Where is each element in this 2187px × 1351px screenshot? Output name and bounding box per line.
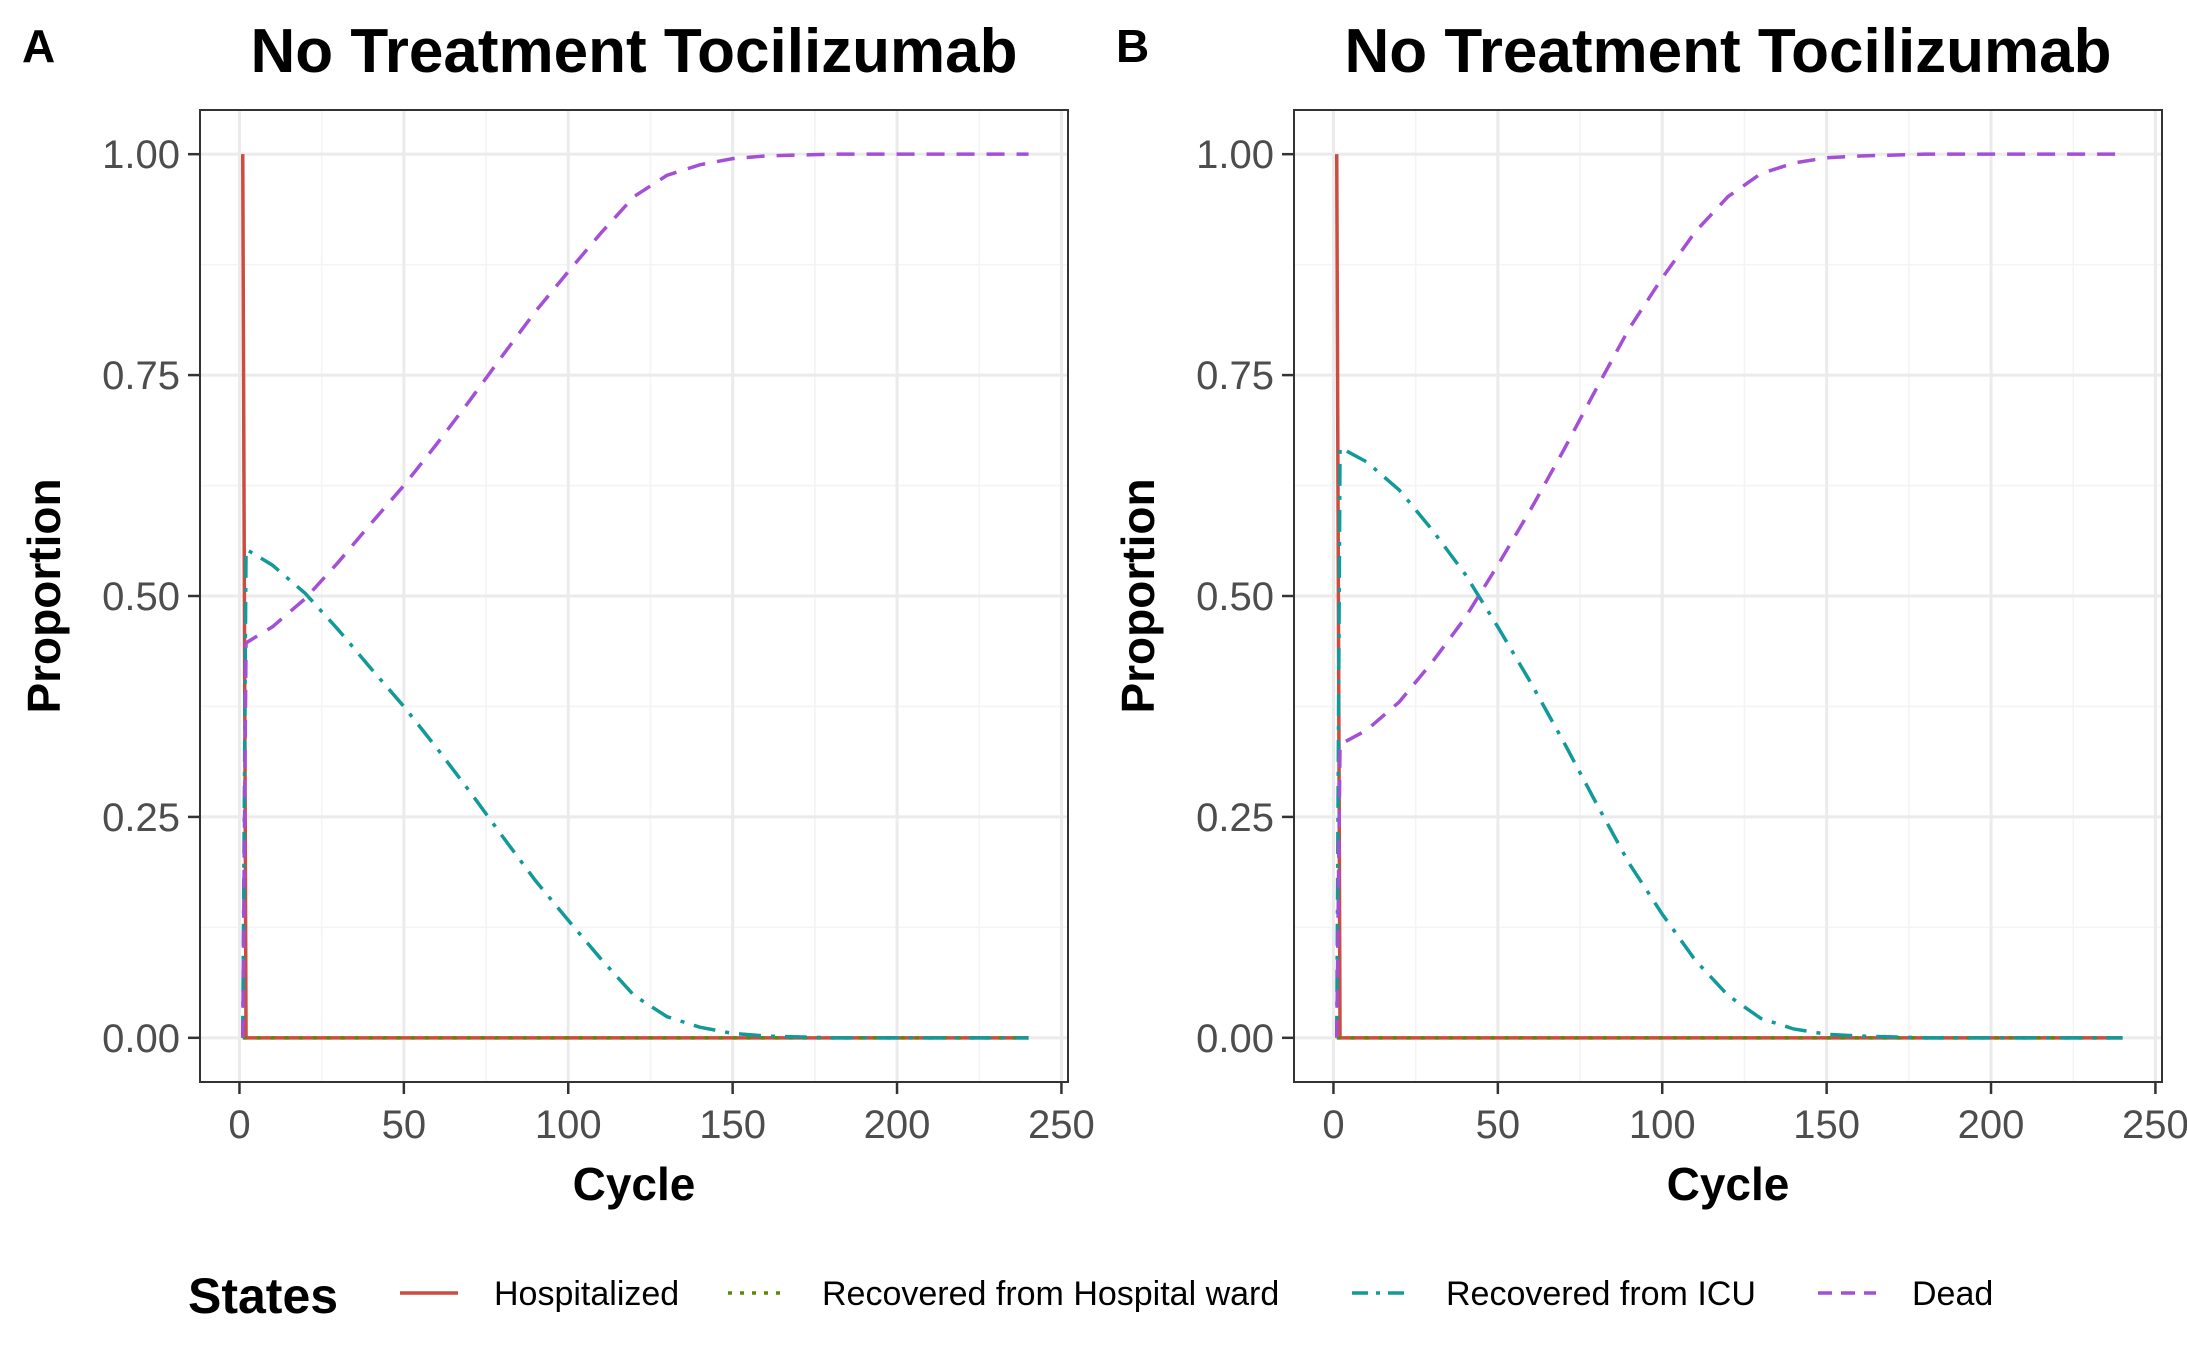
legend-label-recovered-from-hospital-ward: Recovered from Hospital ward	[822, 1275, 1279, 1313]
panel-a-x-tick-label: 250	[1028, 1103, 1095, 1147]
panel-a-tag: A	[22, 20, 55, 72]
panel-a-series-recovered-from-icu	[240, 546, 1029, 1040]
panel-b-x-tick-label: 200	[1958, 1103, 2025, 1147]
panel-b-tag: B	[1116, 20, 1149, 72]
legend: States Hospitalized Recovered from Hospit…	[188, 1268, 1993, 1324]
panel-a-y-axis-title: Proportion	[18, 478, 70, 713]
panel-b-series-dead	[1334, 152, 2123, 1038]
panel-a-x-axis-title: Cycle	[573, 1158, 696, 1210]
panel-b-x-tick-label: 150	[1793, 1103, 1860, 1147]
panel-b-y-tick-label: 0.25	[1196, 796, 1274, 840]
panel-a-y-tick-label: 0.75	[102, 354, 180, 398]
panel-b-y-tick-label: 0.50	[1196, 575, 1274, 619]
panel-a-y-tick-label: 0.25	[102, 796, 180, 840]
panel-a: A No Treatment Tocilizumab 0 50 100 150 200 2…	[18, 17, 1095, 1210]
panel-a-x-tick-label: 50	[382, 1103, 427, 1147]
legend-label-dead: Dead	[1912, 1275, 1993, 1313]
panel-b-ticks: 0 50 100 150 200 250 0.00 0.25 0.50 0.75 1.00	[1196, 133, 2187, 1147]
panel-b-y-tick-label: 1.00	[1196, 133, 1274, 177]
legend-title: States	[188, 1268, 338, 1324]
panel-b-y-tick-label: 0.00	[1196, 1017, 1274, 1061]
panel-a-x-tick-label: 150	[699, 1103, 766, 1147]
panel-b: B No Treatment Tocilizumab 0 50 100 150 200 2…	[1112, 17, 2187, 1210]
panel-a-y-tick-label: 0.00	[102, 1017, 180, 1061]
legend-label-hospitalized: Hospitalized	[494, 1275, 679, 1313]
panel-b-series	[1334, 152, 2123, 1040]
panel-a-x-tick-label: 200	[864, 1103, 931, 1147]
panel-a-ticks: 0 50 100 150 200 250 0.00 0.25 0.50 0.75 1.00	[102, 133, 1095, 1147]
panel-b-gridlines	[1294, 110, 2162, 1082]
panel-a-x-tick-label: 0	[228, 1103, 250, 1147]
panel-b-series-recovered-from-icu	[1334, 444, 2123, 1040]
panel-b-title: No Treatment Tocilizumab	[1344, 17, 2111, 86]
panel-a-series-dead	[240, 152, 1029, 1038]
legend-entries: Hospitalized Recovered from Hospital ward…	[400, 1275, 1993, 1313]
panel-b-y-tick-label: 0.75	[1196, 354, 1274, 398]
panel-a-y-tick-label: 0.50	[102, 575, 180, 619]
panel-a-y-tick-label: 1.00	[102, 133, 180, 177]
panel-a-series	[240, 152, 1029, 1040]
panel-a-x-tick-label: 100	[535, 1103, 602, 1147]
panel-b-x-tick-label: 100	[1629, 1103, 1696, 1147]
panel-b-x-tick-label: 250	[2122, 1103, 2187, 1147]
panel-a-title: No Treatment Tocilizumab	[250, 17, 1017, 86]
panel-b-x-tick-label: 0	[1322, 1103, 1344, 1147]
panel-b-x-axis-title: Cycle	[1667, 1158, 1790, 1210]
panel-b-x-tick-label: 50	[1476, 1103, 1521, 1147]
panel-b-y-axis-title: Proportion	[1112, 478, 1164, 713]
panel-a-gridlines	[200, 110, 1068, 1082]
legend-label-recovered-from-icu: Recovered from ICU	[1446, 1275, 1756, 1313]
